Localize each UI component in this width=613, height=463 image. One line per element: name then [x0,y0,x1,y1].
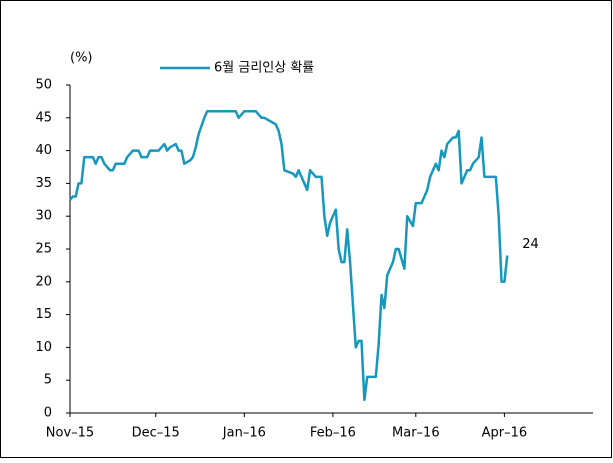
x-tick-label: Apr–16 [482,426,528,441]
y-tick-label: 5 [44,373,52,388]
y-tick-label: 45 [35,110,52,125]
x-tick-label: Jan–16 [222,426,266,441]
y-tick-label: 40 [35,143,52,158]
x-tick-label: Mar–16 [392,426,440,441]
x-tick-label: Nov–15 [46,426,94,441]
data-label: 24 [522,237,539,252]
y-tick-label: 20 [35,274,52,289]
y-tick-label: 10 [35,340,52,355]
y-tick-label: 0 [44,406,52,421]
y-tick-label: 15 [35,307,52,322]
legend-label: 6월 금리인상 확률 [214,61,314,76]
x-tick-label: Dec–15 [132,426,180,441]
y-axis-label: (%) [70,51,93,66]
y-tick-label: 25 [35,242,52,257]
line-series [69,109,509,402]
x-tick-label: Feb–16 [310,426,356,441]
y-tick-label: 50 [35,78,52,93]
y-tick-label: 30 [35,209,52,224]
y-tick-label: 35 [35,176,52,191]
